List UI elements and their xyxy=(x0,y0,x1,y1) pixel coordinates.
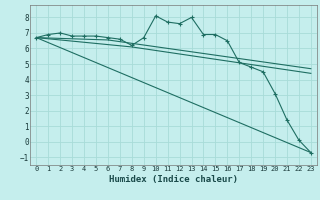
X-axis label: Humidex (Indice chaleur): Humidex (Indice chaleur) xyxy=(109,175,238,184)
